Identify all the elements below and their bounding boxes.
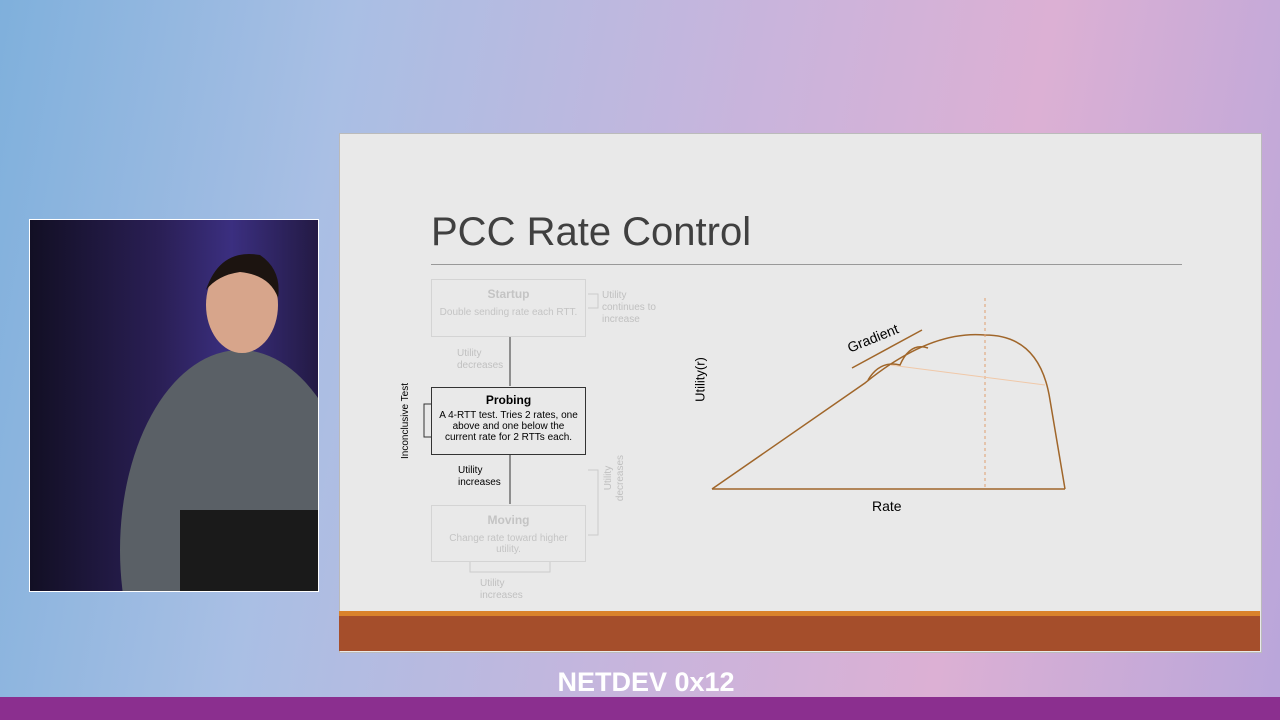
- slide-band: [339, 611, 1260, 616]
- edge-label: Utility increases: [458, 465, 501, 488]
- faded-arrows: [469, 293, 599, 573]
- node-title: Moving: [487, 513, 530, 527]
- x-axis-label: Rate: [872, 498, 902, 514]
- bottom-bar: [0, 697, 1280, 720]
- node-title: Startup: [487, 287, 530, 301]
- edge-label: Inconclusive Test: [400, 383, 411, 459]
- podium: [180, 510, 318, 591]
- edge-label: Utility decreases: [457, 348, 504, 371]
- speaker-video: [29, 219, 319, 592]
- node-moving: Moving Change rate toward higher utility…: [431, 505, 586, 562]
- node-probing: Probing A 4-RTT test. Tries 2 rates, one…: [431, 387, 586, 455]
- arrows: [423, 337, 511, 504]
- head: [206, 257, 278, 353]
- node-body: Double sending rate each RTT.: [439, 307, 578, 318]
- node-body: A 4-RTT test. Tries 2 rates, one above a…: [439, 410, 578, 443]
- y-axis-label: Utility(r): [692, 357, 708, 402]
- node-body: Change rate toward higher utility.: [449, 533, 568, 555]
- slide-footer: [339, 616, 1260, 651]
- title-rule: [431, 264, 1182, 265]
- node-startup: Startup Double sending rate each RTT.: [431, 279, 586, 337]
- edge-label: Utility increases: [480, 578, 523, 601]
- speaker: [120, 254, 318, 591]
- node-title: Probing: [485, 393, 532, 407]
- edge-label: Utility decreases: [603, 454, 626, 502]
- event-name: NETDEV 0x12: [557, 667, 735, 697]
- edge-label: Utility continues to increase: [602, 290, 656, 325]
- slide: [339, 133, 1262, 653]
- slide-title: PCC Rate Control: [431, 210, 752, 254]
- hair: [206, 254, 279, 298]
- utility-graph: [711, 298, 1066, 490]
